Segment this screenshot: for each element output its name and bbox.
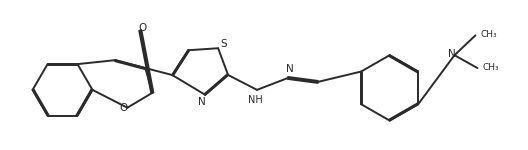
Text: NH: NH	[248, 95, 262, 105]
Text: CH₃: CH₃	[480, 30, 497, 39]
Text: N: N	[286, 64, 294, 74]
Text: CH₃: CH₃	[483, 63, 499, 72]
Text: O: O	[138, 23, 146, 33]
Text: N: N	[448, 49, 455, 59]
Text: S: S	[221, 39, 228, 49]
Text: O: O	[119, 103, 127, 113]
Text: N: N	[199, 97, 206, 107]
